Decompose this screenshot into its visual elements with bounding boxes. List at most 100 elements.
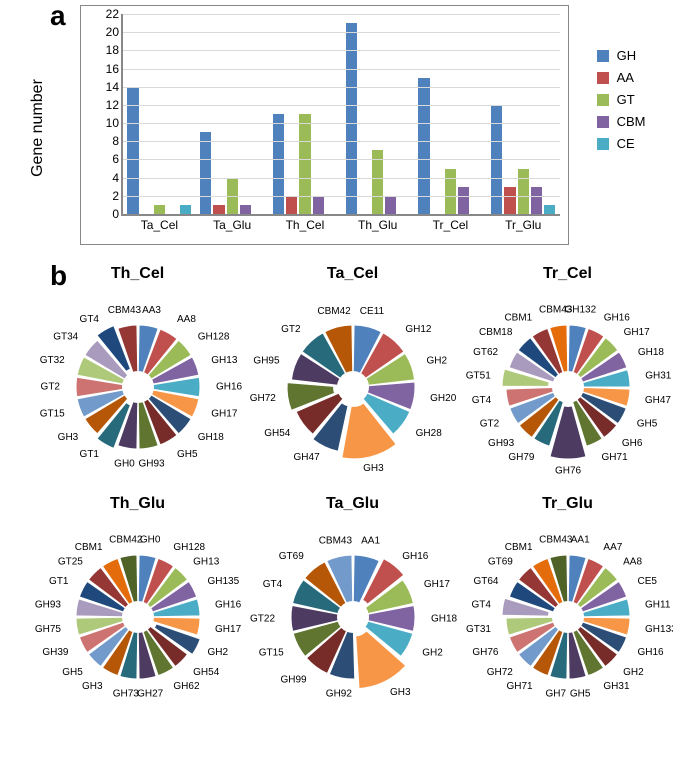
slice-label: GH18 — [430, 613, 457, 624]
y-tick: 0 — [95, 207, 119, 221]
y-tick: 12 — [95, 98, 119, 112]
slice-label: GT4 — [262, 579, 282, 590]
slice-label: GH31 — [645, 371, 672, 382]
slice-label: GH17 — [215, 624, 242, 635]
slice-label: GH28 — [415, 428, 442, 439]
slice-label: GH5 — [636, 418, 657, 429]
slice-label: CBM42 — [317, 306, 351, 317]
slice-label: GT51 — [465, 371, 490, 382]
pie-chart: Th_CelAA3AA8GH128GH13GH16GH17GH18GH5GH93… — [30, 265, 245, 485]
slice-label: GH2 — [426, 355, 447, 366]
slice-label: GH128 — [173, 542, 205, 553]
bar-group: Tr_Glu — [487, 14, 560, 214]
slice-label: AA7 — [603, 542, 622, 553]
x-tick-label: Tr_Glu — [487, 218, 560, 232]
slice-label: CBM1 — [504, 542, 532, 553]
pie-chart: Tr_CelGH132GH16GH17GH18GH31GH47GH5GH6GH7… — [460, 265, 675, 485]
slice-label: GT2 — [479, 418, 499, 429]
slice-label: GH128 — [197, 332, 229, 343]
bars — [200, 14, 264, 214]
slice-label: GH27 — [137, 689, 164, 700]
slice-label: GT34 — [53, 332, 78, 343]
bar — [180, 205, 191, 214]
slice-label: GT2 — [281, 324, 301, 335]
slice-label: GH73 — [112, 689, 139, 700]
legend-item: AA — [597, 70, 665, 85]
y-tick: 2 — [95, 189, 119, 203]
bar — [213, 205, 224, 214]
slice-label: GT31 — [465, 624, 490, 635]
slice-label: CE5 — [637, 576, 657, 587]
slice-label: GH18 — [197, 432, 224, 443]
figure: a Gene number Ta_CelTa_GluTh_CelTh_GluTr… — [0, 0, 685, 725]
slice-label: GH92 — [325, 688, 352, 699]
slice-label: GH17 — [623, 327, 650, 338]
legend: GHAAGTCBMCE — [587, 35, 675, 164]
slice-label: GT4 — [79, 314, 99, 325]
gridline — [123, 123, 560, 124]
pie-chart: Th_GluGH0GH128GH13GH135GH16GH17GH2GH54GH… — [30, 495, 245, 715]
bar — [154, 205, 165, 214]
slice-label: GH16 — [402, 551, 429, 562]
slice-label: AA8 — [623, 556, 642, 567]
pie-grid: Th_CelAA3AA8GH128GH13GH16GH17GH18GH5GH93… — [30, 265, 675, 715]
legend-swatch — [597, 138, 609, 150]
y-axis-label: Gene number — [29, 79, 47, 177]
slice-label: GH93 — [34, 599, 61, 610]
slice-label: GH93 — [488, 438, 515, 449]
bar — [544, 205, 555, 214]
y-tick: 18 — [95, 43, 119, 57]
slice-label: GH133 — [645, 624, 673, 635]
slice-label: AA8 — [177, 314, 196, 325]
legend-item: GH — [597, 48, 665, 63]
slice-label: GT69 — [487, 556, 512, 567]
x-tick-label: Th_Glu — [341, 218, 414, 232]
legend-item: CBM — [597, 114, 665, 129]
bar-group: Tr_Cel — [414, 14, 487, 214]
slice-label: CBM43 — [107, 305, 141, 316]
pie-title: Tr_Glu — [542, 495, 593, 513]
slice-label: GH75 — [34, 624, 61, 635]
slice-label: GH7 — [545, 689, 566, 700]
slice-label: CBM42 — [109, 535, 143, 546]
slice-label: GH72 — [486, 667, 513, 678]
pie-svg: GH132GH16GH17GH18GH31GH47GH5GH6GH71GH76G… — [463, 285, 673, 485]
panel-b: b Th_CelAA3AA8GH128GH13GH16GH17GH18GH5GH… — [0, 265, 685, 725]
slice-label: GH2 — [623, 667, 644, 678]
slice-label: GH13 — [193, 556, 220, 567]
bar-group: Ta_Cel — [123, 14, 196, 214]
bar-group: Ta_Glu — [196, 14, 269, 214]
legend-label: CE — [617, 136, 635, 151]
slice-label: GH3 — [363, 463, 384, 474]
gridline — [123, 159, 560, 160]
slice-label: GH16 — [216, 382, 243, 393]
y-tick: 6 — [95, 152, 119, 166]
bar — [346, 23, 357, 214]
slice-label: CBM43 — [318, 536, 352, 547]
bar — [273, 114, 284, 214]
slice-label: GH0 — [114, 458, 135, 469]
pie-title: Ta_Cel — [327, 265, 378, 283]
y-tick: 20 — [95, 25, 119, 39]
x-tick-label: Ta_Cel — [123, 218, 196, 232]
slice-label: GH20 — [430, 393, 457, 404]
bar — [418, 78, 429, 214]
legend-label: AA — [617, 70, 634, 85]
slice-label: GH71 — [506, 681, 533, 692]
bars — [346, 14, 410, 214]
slice-label: GH79 — [508, 452, 535, 463]
slice-label: CBM1 — [74, 542, 102, 553]
gridline — [123, 87, 560, 88]
slice-label: CBM18 — [479, 327, 513, 338]
y-tick: 16 — [95, 62, 119, 76]
slice-label: GT64 — [473, 576, 498, 587]
slice-label: GT15 — [39, 408, 64, 419]
slice-label: GH0 — [139, 535, 160, 546]
y-tick: 10 — [95, 116, 119, 130]
slice-label: GH47 — [293, 452, 320, 463]
slice-label: GH3 — [57, 432, 78, 443]
slice-label: CBM1 — [504, 312, 532, 323]
bars — [127, 14, 191, 214]
pie-title: Ta_Glu — [326, 495, 379, 513]
bar — [286, 196, 297, 214]
